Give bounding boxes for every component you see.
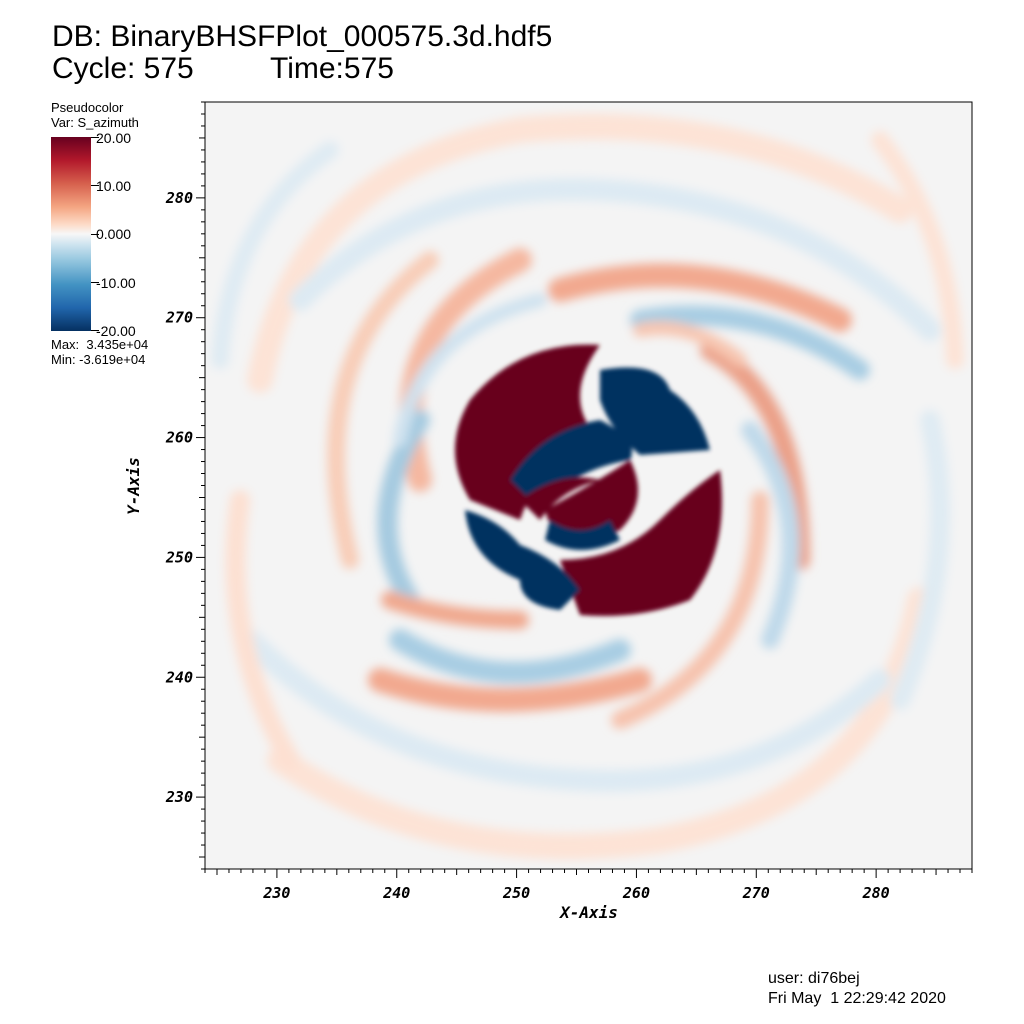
footer-user: user: di76bej (768, 970, 860, 987)
footer-date: Fri May 1 22:29:42 2020 (768, 990, 946, 1007)
colorbar-label: 10.00 (96, 178, 132, 194)
y-tick-label: 250 (165, 548, 193, 566)
db-title: DB: BinaryBHSFPlot_000575.3d.hdf5 (52, 20, 553, 53)
colorbar-tick (91, 185, 99, 186)
colorbar-label: 0.000 (96, 226, 132, 242)
colorbar-tick (91, 137, 99, 138)
legend-variable: Var: S_azimuth (51, 115, 139, 130)
y-tick-label: 270 (165, 309, 193, 327)
legend-min: Min: -3.619e+04 (51, 352, 146, 367)
x-tick-label: 250 (502, 884, 530, 902)
colorbar-label: -20.00 (96, 323, 136, 339)
x-axis-title: X-Axis (558, 903, 618, 922)
colorbar (51, 137, 91, 331)
colorbar-label: -10.00 (96, 275, 136, 291)
legend-max: Max: 3.435e+04 (51, 337, 149, 352)
axes: 230 240 250 260 270 280 230 240 250 260 270 280 (165, 101, 973, 902)
x-tick-label: 260 (622, 884, 650, 902)
x-tick-label: 280 (862, 884, 890, 902)
x-tick-label: 240 (382, 884, 410, 902)
cycle-label: Cycle: 575 (52, 52, 194, 85)
time-label: Time:575 (270, 52, 394, 85)
y-axis-title: Y-Axis (124, 457, 143, 515)
colorbar-tick (91, 282, 99, 283)
colorbar-tick (91, 330, 99, 331)
x-tick-label: 230 (262, 884, 290, 902)
field-image (205, 102, 972, 869)
y-tick-label: 240 (165, 668, 193, 686)
y-tick-label: 260 (165, 429, 193, 447)
x-tick-label: 270 (742, 884, 770, 902)
y-tick-label: 230 (165, 788, 193, 806)
y-tick-label: 280 (165, 189, 193, 207)
colorbar-label: 20.00 (96, 130, 132, 146)
colorbar-tick (91, 234, 99, 235)
legend-plot-type: Pseudocolor (51, 100, 124, 115)
